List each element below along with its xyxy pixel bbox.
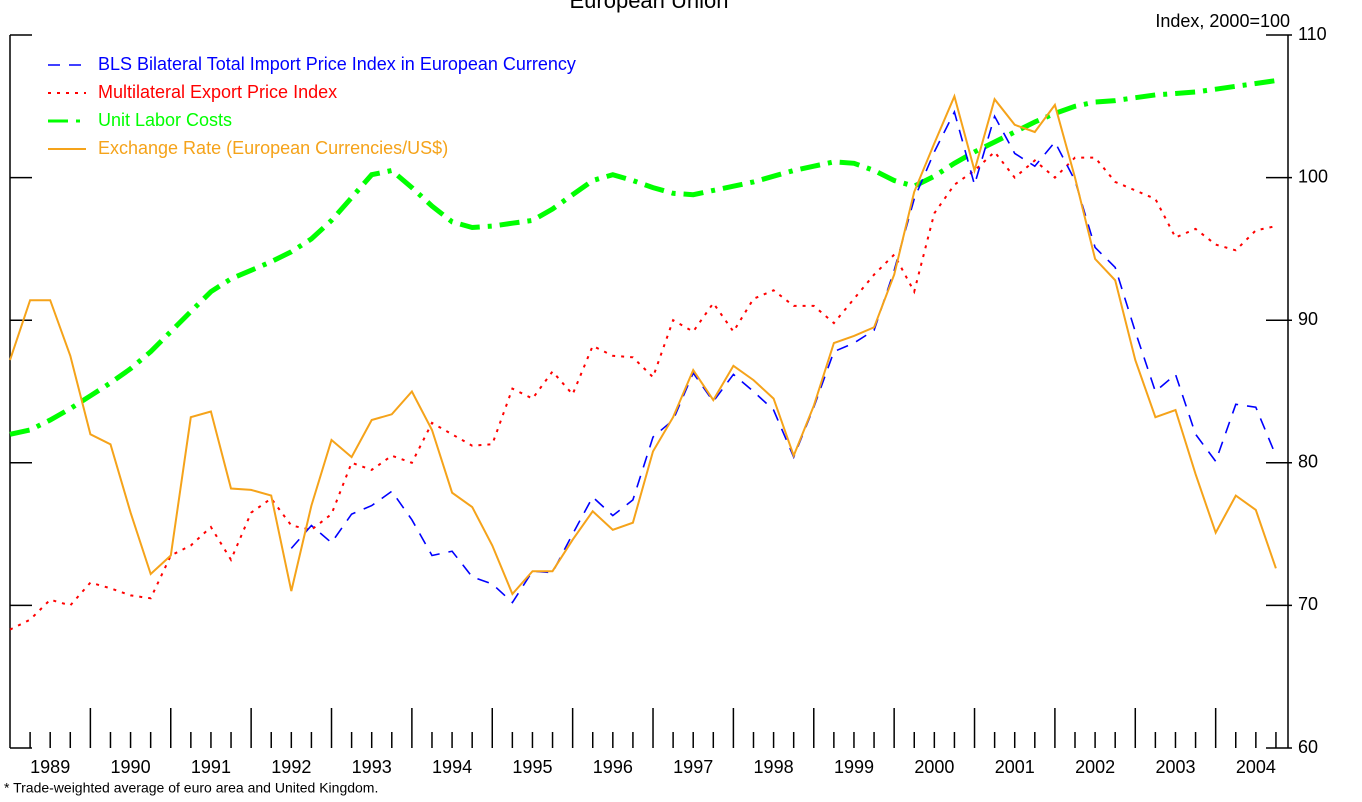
series-line bbox=[9, 78, 1277, 437]
x-tick-label: 1997 bbox=[673, 757, 713, 777]
series-line bbox=[9, 150, 1277, 631]
y-tick-label: 80 bbox=[1298, 452, 1318, 472]
y-axis-label: Index, 2000=100 bbox=[1155, 11, 1290, 31]
legend-label: Exchange Rate (European Currencies/US$) bbox=[98, 138, 448, 158]
x-tick-label: 2001 bbox=[995, 757, 1035, 777]
y-tick-label: 70 bbox=[1298, 594, 1318, 614]
y-tick-label: 100 bbox=[1298, 166, 1328, 186]
y-tick-label: 90 bbox=[1298, 309, 1318, 329]
x-tick-label: 1990 bbox=[111, 757, 151, 777]
series-line bbox=[9, 93, 1277, 596]
x-tick-label: 2002 bbox=[1075, 757, 1115, 777]
legend-label: BLS Bilateral Total Import Price Index i… bbox=[98, 54, 576, 74]
x-tick-label: 1999 bbox=[834, 757, 874, 777]
x-tick-label: 1995 bbox=[512, 757, 552, 777]
x-tick-label: 1994 bbox=[432, 757, 472, 777]
series-line bbox=[290, 109, 1277, 604]
x-tick-label: 2000 bbox=[914, 757, 954, 777]
y-tick-label: 110 bbox=[1298, 24, 1327, 44]
x-tick-label: 2004 bbox=[1236, 757, 1276, 777]
x-tick-label: 1993 bbox=[352, 757, 392, 777]
x-tick-label: 1991 bbox=[191, 757, 231, 777]
x-tick-label: 2003 bbox=[1155, 757, 1195, 777]
chart-title: European Union bbox=[569, 0, 728, 13]
footnote: * Trade-weighted average of euro area an… bbox=[4, 780, 378, 796]
x-tick-label: 1989 bbox=[30, 757, 70, 777]
legend-label: Unit Labor Costs bbox=[98, 110, 232, 130]
x-tick-label: 1996 bbox=[593, 757, 633, 777]
legend-label: Multilateral Export Price Index bbox=[98, 82, 337, 102]
x-tick-label: 1992 bbox=[271, 757, 311, 777]
x-tick-label: 1998 bbox=[754, 757, 794, 777]
y-tick-label: 60 bbox=[1298, 737, 1318, 757]
